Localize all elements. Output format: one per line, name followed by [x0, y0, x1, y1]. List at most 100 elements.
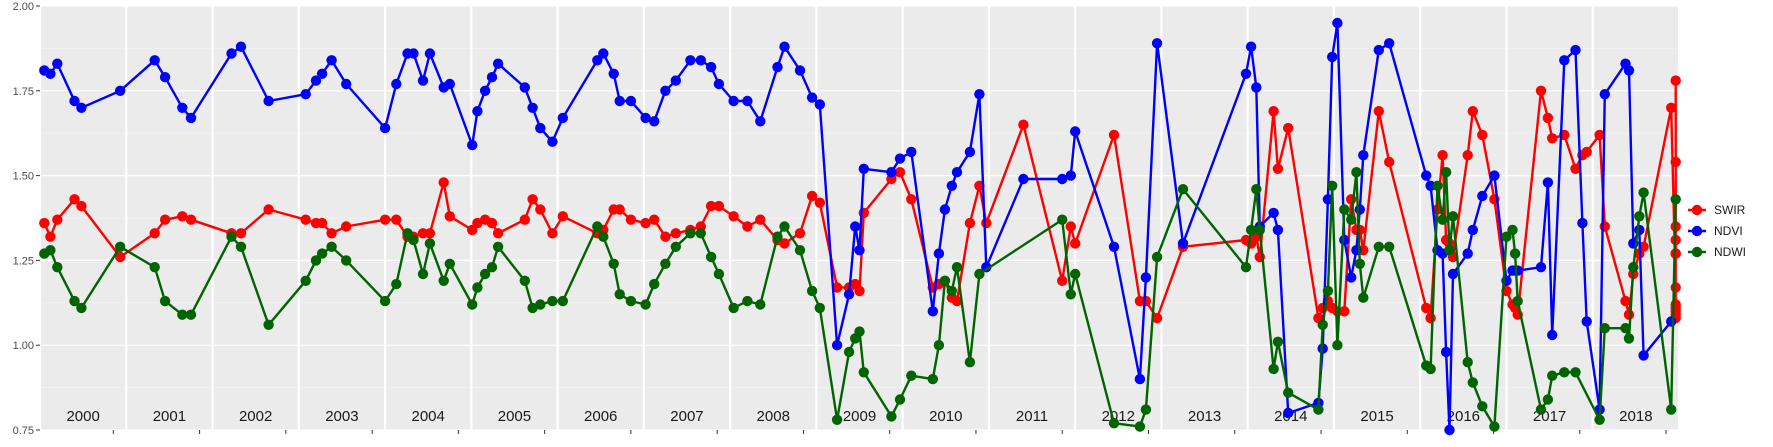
data-point-ndvi — [467, 139, 478, 151]
data-point-ndwi — [1623, 333, 1635, 344]
data-point-ndvi — [1462, 248, 1473, 259]
year-label: 2009 — [843, 408, 876, 425]
data-point-ndvi — [235, 41, 247, 52]
data-point-ndvi — [326, 55, 337, 66]
data-point-ndvi — [640, 112, 651, 124]
data-point-ndwi — [557, 295, 568, 307]
data-point-ndwi — [608, 258, 619, 269]
data-point-ndwi — [598, 231, 609, 242]
year-label: 2013 — [1188, 408, 1221, 425]
data-point-ndvi — [713, 78, 725, 90]
data-point-ndvi — [1638, 350, 1649, 361]
data-point-swir — [894, 167, 906, 178]
data-point-swir — [854, 285, 865, 297]
data-point-swir — [486, 217, 498, 229]
data-point-swir — [660, 231, 671, 242]
year-label: 2003 — [325, 408, 358, 425]
data-point-ndwi — [933, 340, 945, 351]
data-point-swir — [1570, 163, 1581, 174]
data-point-ndvi — [831, 340, 843, 351]
data-point-ndwi — [52, 262, 63, 273]
data-point-ndvi — [1240, 68, 1252, 80]
data-point-ndwi — [479, 268, 491, 280]
data-point-ndvi — [933, 248, 945, 259]
data-point-ndwi — [1440, 167, 1452, 178]
data-point-ndwi — [1373, 241, 1385, 252]
data-point-ndvi — [592, 55, 603, 66]
data-point-swir — [1599, 221, 1611, 232]
data-point-swir — [614, 204, 625, 215]
data-point-ndwi — [492, 241, 504, 252]
data-point-ndwi — [185, 309, 197, 320]
data-point-swir — [424, 228, 436, 239]
data-point-ndwi — [1599, 323, 1611, 334]
data-point-swir — [713, 200, 725, 212]
data-point-ndwi — [45, 245, 56, 256]
data-point-ndwi — [1594, 414, 1605, 425]
data-point-swir — [159, 214, 171, 225]
data-point-ndvi — [69, 95, 80, 107]
y-tick-label: 1.25 — [13, 255, 34, 267]
data-point-ndwi — [1057, 214, 1068, 225]
data-point-ndwi — [535, 299, 546, 310]
data-point-ndvi — [519, 82, 530, 93]
data-point-swir — [1620, 295, 1631, 307]
data-point-ndvi — [1346, 272, 1357, 283]
data-point-swir — [1283, 122, 1294, 134]
data-point-ndwi — [1628, 262, 1639, 273]
data-point-ndvi — [695, 55, 706, 66]
data-point-swir — [742, 221, 753, 232]
data-point-swir — [341, 221, 352, 232]
data-point-ndwi — [1251, 184, 1262, 195]
data-point-ndvi — [660, 85, 671, 97]
data-point-swir — [755, 214, 766, 225]
year-label: 2018 — [1619, 408, 1652, 425]
data-point-ndwi — [1437, 214, 1448, 225]
data-point-swir — [185, 214, 197, 225]
data-point-ndvi — [951, 167, 963, 178]
data-point-ndwi — [379, 295, 391, 307]
data-point-ndvi — [417, 75, 429, 86]
data-point-ndvi — [310, 75, 322, 86]
data-point-ndvi — [964, 146, 976, 158]
data-point-ndwi — [1489, 421, 1500, 432]
data-point-ndwi — [1134, 421, 1146, 432]
data-point-swir — [1057, 275, 1068, 286]
data-point-swir — [1462, 150, 1473, 161]
data-point-ndvi — [45, 68, 56, 80]
data-point-ndwi — [1444, 245, 1455, 256]
data-point-ndwi — [1065, 289, 1077, 300]
data-point-ndwi — [1268, 363, 1279, 375]
data-point-ndvi — [608, 68, 619, 80]
data-point-ndwi — [1240, 262, 1252, 273]
data-point-swir — [1547, 133, 1558, 144]
year-label: 2002 — [239, 408, 272, 425]
data-point-ndvi — [670, 75, 681, 86]
y-tick-label: 1.75 — [13, 86, 34, 98]
data-point-ndwi — [1070, 268, 1081, 280]
data-point-swir — [1581, 146, 1592, 158]
data-point-swir — [76, 200, 87, 212]
legend: SWIR NDVI NDWI — [1688, 203, 1746, 259]
y-tick-label: 1.00 — [13, 340, 34, 352]
data-point-ndvi — [1272, 224, 1284, 236]
data-point-swir — [300, 214, 311, 225]
data-point-swir — [1467, 106, 1479, 117]
data-point-ndwi — [341, 255, 352, 266]
data-point-ndvi — [1447, 268, 1459, 280]
data-point-swir — [1070, 238, 1081, 249]
data-point-ndvi — [263, 95, 274, 107]
data-point-ndvi — [850, 221, 861, 232]
data-point-ndwi — [1283, 387, 1294, 398]
data-point-ndvi — [408, 48, 419, 59]
data-point-swir — [728, 211, 739, 222]
y-tick-label: 0.75 — [13, 425, 34, 437]
data-point-swir — [1018, 119, 1029, 130]
data-point-ndvi — [1140, 272, 1152, 283]
data-point-swir — [1384, 156, 1395, 168]
data-point-ndwi — [235, 241, 247, 252]
data-point-swir — [547, 228, 558, 239]
data-point-ndwi — [76, 302, 87, 314]
data-point-ndvi — [1384, 38, 1395, 49]
data-point-ndwi — [1313, 404, 1324, 415]
